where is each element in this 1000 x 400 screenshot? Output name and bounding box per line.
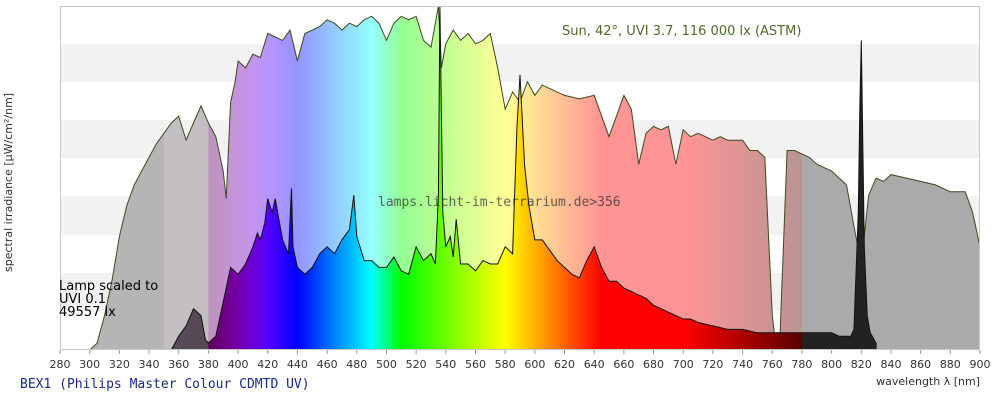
x-tick-label: 720 bbox=[702, 358, 723, 371]
plot-frame bbox=[60, 6, 980, 350]
x-tick-label: 560 bbox=[465, 358, 486, 371]
x-tick-label: 520 bbox=[406, 358, 427, 371]
x-tick-label: 800 bbox=[821, 358, 842, 371]
x-tick-label: 620 bbox=[554, 358, 575, 371]
lamp-name-label: BEX1 (Philips Master Colour CDMTD UV) bbox=[20, 377, 310, 392]
x-tick-label: 860 bbox=[910, 358, 931, 371]
x-tick-label: 680 bbox=[643, 358, 664, 371]
x-tick-label: 420 bbox=[257, 358, 278, 371]
x-tick-label: 320 bbox=[109, 358, 130, 371]
lamp-legend-line-1: Lamp scaled to bbox=[59, 279, 158, 294]
x-tick-label: 840 bbox=[880, 358, 901, 371]
lamp-legend-line-2: UVI 0.1 bbox=[59, 292, 106, 307]
grid-band bbox=[60, 6, 980, 44]
x-tick-label: 820 bbox=[851, 358, 872, 371]
x-tick-label: 740 bbox=[732, 358, 753, 371]
x-tick-label: 640 bbox=[584, 358, 605, 371]
x-tick-label: 480 bbox=[346, 358, 367, 371]
x-tick-label: 760 bbox=[762, 358, 783, 371]
x-tick-label: 460 bbox=[317, 358, 338, 371]
x-tick-label: 880 bbox=[940, 358, 961, 371]
x-tick-label: 780 bbox=[791, 358, 812, 371]
x-tick-label: 280 bbox=[50, 358, 71, 371]
x-tick-label: 340 bbox=[139, 358, 160, 371]
x-tick-label: 600 bbox=[524, 358, 545, 371]
sun-legend-label: Sun, 42°, UVI 3.7, 116 000 lx (ASTM) bbox=[562, 24, 801, 39]
x-axis-ticks: 280 300 320 340 360 380 400 420 440 460 480 500 520 5… bbox=[50, 350, 991, 371]
x-tick-label: 360 bbox=[168, 358, 189, 371]
y-axis-label: spectral irradiance [µW/cm²/nm] bbox=[2, 93, 15, 272]
x-tick-label: 300 bbox=[79, 358, 100, 371]
x-tick-label: 660 bbox=[613, 358, 634, 371]
x-tick-label: 400 bbox=[228, 358, 249, 371]
x-tick-label: 580 bbox=[495, 358, 516, 371]
x-tick-label: 380 bbox=[198, 358, 219, 371]
x-tick-label: 700 bbox=[673, 358, 694, 371]
x-tick-label: 440 bbox=[287, 358, 308, 371]
lamp-legend-line-3: 49557 lx bbox=[59, 305, 116, 320]
x-tick-label: 500 bbox=[376, 358, 397, 371]
watermark-text: lamps.licht-im-terrarium.de>356 bbox=[378, 195, 621, 210]
x-tick-label: 900 bbox=[970, 358, 991, 371]
lamp-spectrum-area bbox=[60, 6, 877, 350]
x-axis-label: wavelength λ [nm] bbox=[876, 375, 980, 388]
x-tick-label: 540 bbox=[435, 358, 456, 371]
